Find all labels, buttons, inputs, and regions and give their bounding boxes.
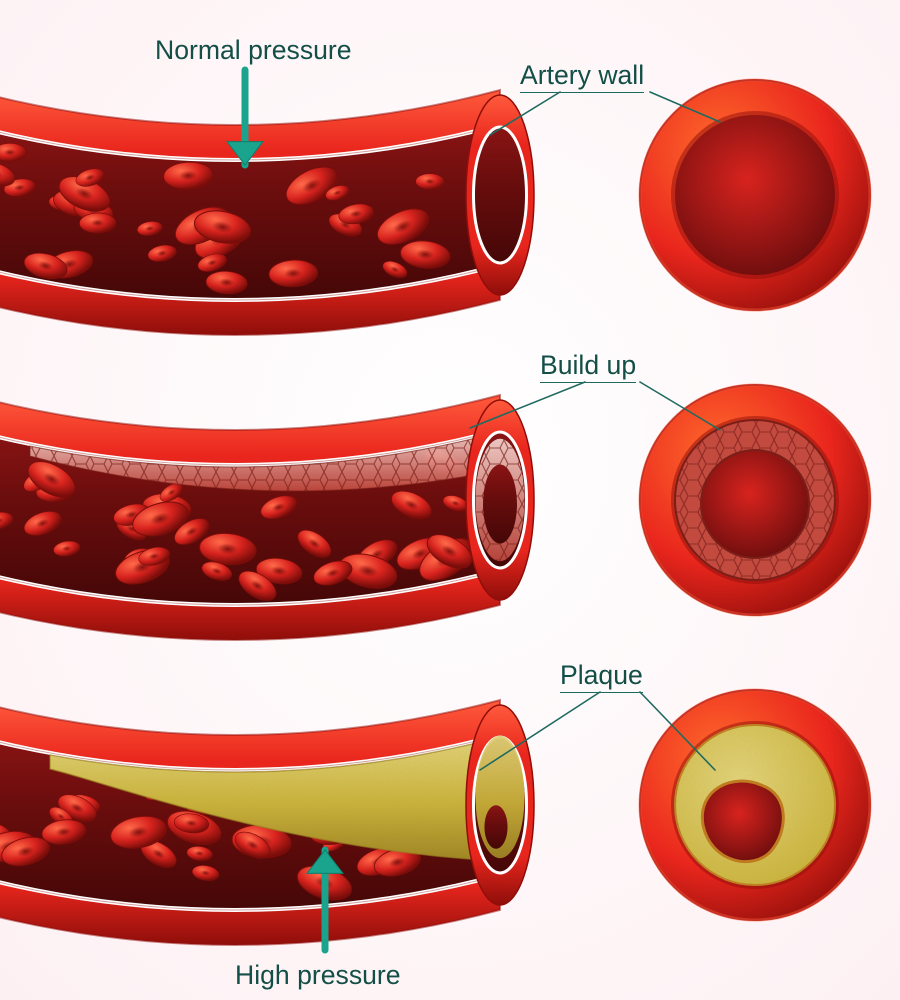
- artery-plaque: [0, 700, 534, 945]
- artery-normal: [0, 90, 534, 335]
- cross-section-normal: [640, 80, 870, 310]
- cross-section-plaque: [640, 690, 870, 920]
- cross-section-buildup: [640, 385, 870, 615]
- label-normal-pressure: Normal pressure: [155, 35, 352, 66]
- artery-buildup: [0, 395, 534, 640]
- label-plaque: Plaque: [560, 660, 643, 693]
- label-high-pressure: High pressure: [235, 960, 401, 991]
- label-build-up: Build up: [540, 350, 636, 383]
- label-artery-wall: Artery wall: [520, 60, 644, 93]
- artery-infographic: Normal pressure Artery wall Build up Pla…: [0, 0, 900, 1000]
- infographic-svg: [0, 0, 900, 1000]
